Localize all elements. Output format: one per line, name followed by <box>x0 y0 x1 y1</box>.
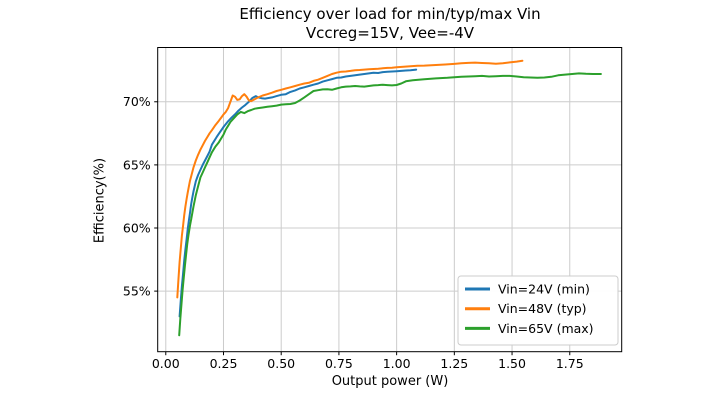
y-tick-label: 55% <box>123 283 151 298</box>
x-tick-label: 1.50 <box>498 356 526 371</box>
series-line-2 <box>176 59 524 299</box>
chart-title-line1: Efficiency over load for min/typ/max Vin <box>239 5 541 23</box>
series-line-1 <box>178 68 418 318</box>
chart-title: Efficiency over load for min/typ/max Vin… <box>158 5 622 43</box>
legend-label-2: Vin=48V (typ) <box>498 301 587 316</box>
x-tick-label: 0.50 <box>267 356 295 371</box>
axes-spines <box>157 47 623 353</box>
x-tick-label: 1.75 <box>556 356 584 371</box>
legend-label-1: Vin=24V (min) <box>498 281 590 296</box>
y-tick-label: 65% <box>123 157 151 172</box>
x-axis-label: Output power (W) <box>331 374 449 389</box>
y-tick-label: 60% <box>123 220 151 235</box>
legend-label-3: Vin=65V (max) <box>498 321 594 336</box>
chart-title-line2: Vccreg=15V, Vee=-4V <box>305 24 475 42</box>
x-tick-label: 1.25 <box>440 356 468 371</box>
x-tick-label: 0.00 <box>152 356 180 371</box>
legend-box <box>457 275 619 346</box>
x-tick-label: 0.75 <box>325 356 353 371</box>
x-tick-label: 0.25 <box>210 356 238 371</box>
series-line-3 <box>178 72 602 337</box>
x-tick-label: 1.00 <box>383 356 411 371</box>
y-tick-label: 70% <box>123 94 151 109</box>
